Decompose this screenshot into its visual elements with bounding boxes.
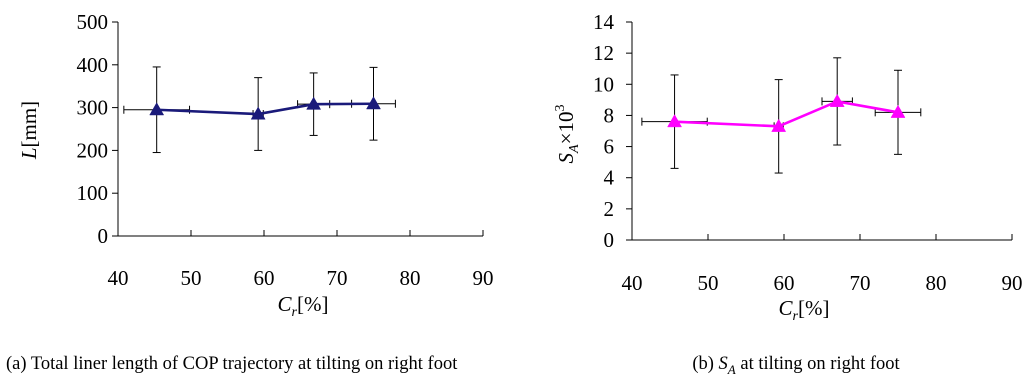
y-tick-label-b-2: 4: [604, 166, 615, 190]
caption-a-text: (a) Total liner length of COP trajectory…: [6, 354, 458, 374]
x-tick-label-b-0: 40: [622, 271, 643, 295]
y-label-main-b: S: [554, 152, 578, 163]
x-tick-label-a-5: 90: [473, 266, 494, 290]
y-label-rest-a: [mm]: [17, 101, 41, 148]
caption-b: (b) SA at tilting on right foot: [692, 354, 900, 376]
y-tick-label-a-4: 400: [77, 53, 109, 77]
y-label-rest-b: ×10: [554, 112, 578, 145]
markers-a: [149, 96, 381, 120]
y-ticks-b: [626, 21, 632, 241]
y-tick-labels-b: 0 2 4 6 8 10 12 14: [593, 10, 615, 252]
data-point-b-2: [829, 93, 845, 107]
series-line-a: [156, 102, 374, 116]
y-tick-label-b-7: 14: [593, 10, 615, 34]
x-tick-label-a-0: 40: [108, 266, 129, 290]
data-point-b-0: [667, 114, 682, 128]
x-tick-label-b-1: 50: [698, 271, 719, 295]
x-tick-label-a-1: 50: [181, 266, 202, 290]
y-label-sup-b: 3: [553, 105, 568, 112]
y-tick-label-a-3: 300: [77, 96, 109, 120]
x-tick-label-b-4: 80: [926, 271, 947, 295]
x-tick-label-a-3: 70: [327, 266, 348, 290]
data-point-a-2: [306, 96, 322, 110]
x-label-sub-a: r: [292, 305, 298, 320]
x-ticks-b: [631, 234, 1013, 240]
x-ticks-a: [117, 230, 484, 236]
y-tick-label-b-1: 2: [604, 197, 615, 221]
x-tick-label-a-4: 80: [400, 266, 421, 290]
data-point-a-3: [366, 96, 381, 110]
x-label-rest-a: [%]: [297, 292, 328, 316]
y-tick-label-b-4: 8: [604, 103, 615, 127]
caption-b-pre: (b): [692, 354, 718, 374]
y-tick-label-b-3: 6: [604, 135, 615, 159]
y-label-sub-b: A: [567, 144, 582, 154]
data-point-a-0: [149, 102, 165, 116]
caption-a: (a) Total liner length of COP trajectory…: [6, 354, 458, 374]
x-tick-labels-a: 40 50 60 70 80 90: [108, 266, 494, 290]
x-axis-label-a: Cr[%]: [278, 292, 329, 320]
x-tick-label-a-2: 60: [254, 266, 275, 290]
y-tick-label-a-1: 100: [77, 181, 109, 205]
y-tick-label-a-0: 0: [98, 224, 109, 248]
x-axis-label-b: Cr[%]: [779, 296, 830, 324]
y-tick-label-b-5: 10: [593, 72, 614, 96]
data-point-b-3: [890, 104, 906, 118]
x-tick-label-b-3: 70: [850, 271, 871, 295]
y-tick-label-a-2: 200: [77, 138, 109, 162]
x-label-rest-b: [%]: [798, 296, 829, 320]
y-axis-label-b: SA×103: [553, 105, 582, 164]
y-tick-label-b-6: 12: [593, 41, 614, 65]
x-tick-label-b-2: 60: [774, 271, 795, 295]
x-label-main-a: C: [278, 292, 293, 316]
caption-b-main: S: [719, 354, 728, 374]
x-tick-label-b-5: 90: [1002, 271, 1023, 295]
error-bars-b: [641, 57, 922, 174]
data-point-b-1: [771, 118, 787, 132]
x-label-main-b: C: [779, 296, 794, 320]
markers-b: [667, 93, 906, 132]
series-line-b: [674, 100, 899, 128]
y-tick-labels-a: 0 100 200 300 400 500: [77, 10, 109, 248]
y-tick-label-b-0: 0: [604, 228, 615, 252]
data-point-a-1: [250, 106, 266, 120]
caption-b-sub: A: [727, 362, 736, 376]
y-tick-label-a-5: 500: [77, 10, 109, 34]
y-label-main-a: L: [17, 147, 41, 160]
x-label-sub-b: r: [793, 309, 799, 324]
x-tick-labels-b: 40 50 60 70 80 90: [622, 271, 1023, 295]
y-ticks-a: [112, 21, 118, 237]
caption-b-post: at tilting on right foot: [736, 354, 901, 374]
y-axis-label-a: L[mm]: [17, 101, 41, 160]
chart-a: 0 100 200 300 400 500 40 50 60 70 80 90 Cr[%] L[mm…: [6, 10, 494, 374]
